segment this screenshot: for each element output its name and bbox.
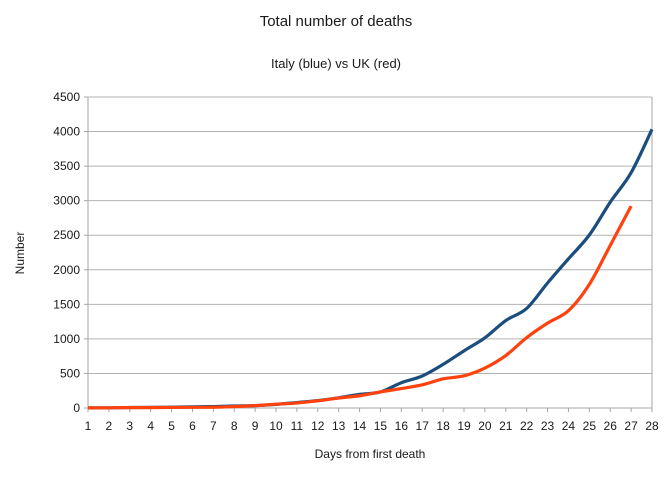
x-tick-label: 26 [604,419,618,433]
series-line-italy [87,128,654,410]
x-tick-label: 16 [395,419,409,433]
chart-title: Total number of deaths [259,13,413,30]
y-tick-label: 3000 [53,194,80,208]
chart-subtitle: Italy (blue) vs UK (red) [270,56,402,71]
x-tick-label: 12 [311,419,325,433]
y-tick-label: 3500 [53,159,80,173]
x-tick-label: 2 [106,419,113,433]
x-tick-label: 13 [332,419,346,433]
x-tick-label: 10 [269,419,283,433]
x-tick-label: 18 [436,419,450,433]
x-tick-label: 19 [457,419,471,433]
x-tick-label: 14 [353,419,367,433]
x-tick-label: 20 [478,419,492,433]
y-tick-label: 0 [73,401,80,415]
x-tick-label: 3 [126,419,133,433]
x-tick-label: 17 [416,419,430,433]
x-tick-label: 15 [374,419,388,433]
x-axis-title: Days from first death [314,447,426,461]
x-tick-label: 4 [147,419,154,433]
y-tick-label: 1000 [53,332,80,346]
x-tick-label: 22 [520,419,534,433]
y-tick-label: 500 [60,366,80,380]
y-tick-label: 4000 [53,125,80,139]
y-tick-label: 2500 [53,228,80,242]
series-line-uk [87,205,633,410]
x-tick-label: 1 [85,419,92,433]
x-tick-label: 27 [624,419,638,433]
x-tick-label: 8 [231,419,238,433]
y-tick-label: 2000 [53,263,80,277]
x-tick-label: 5 [168,419,175,433]
x-tick-label: 11 [291,419,304,433]
x-tick-label: 25 [583,419,597,433]
x-tick-label: 7 [210,419,217,433]
x-tick-label: 21 [499,419,513,433]
x-tick-label: 6 [189,419,196,433]
y-tick-label: 4500 [53,90,80,104]
y-tick-label: 1500 [53,297,80,311]
x-tick-label: 23 [541,419,555,433]
x-tick-label: 9 [252,419,259,433]
x-tick-label: 24 [562,419,576,433]
x-tick-label: 28 [645,419,659,433]
